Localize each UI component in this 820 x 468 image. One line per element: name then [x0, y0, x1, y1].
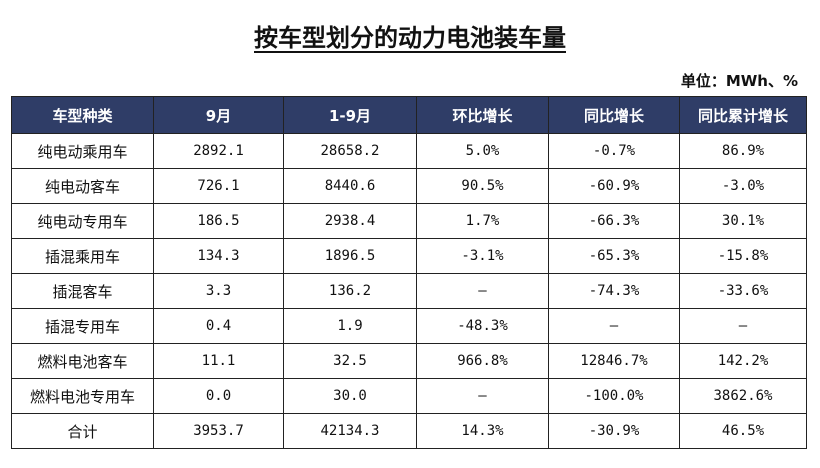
vehicle-type-cell: 纯电动乘用车 [11, 133, 154, 169]
battery-installation-table: 车型种类 9月 1-9月 环比增长 同比增长 同比累计增长 纯电动乘用车 2892… [11, 96, 807, 449]
yoy-growth-cell: -60.9% [548, 168, 680, 204]
header-yoy-growth: 同比增长 [548, 96, 680, 134]
table-row: 燃料电池专用车 0.0 30.0— -100.0% 3862.6% [11, 378, 807, 414]
jan-to-sep-cell: 30.0 [283, 378, 417, 414]
yoy-growth-cell: -74.3% [548, 273, 680, 309]
vehicle-type-cell: 插混专用车 [11, 308, 154, 344]
table-body: 纯电动乘用车 2892.1 28658.2 5.0% -0.7% 86.9% 纯电动客车 72… [11, 133, 807, 449]
september-cell: 726.1 [153, 168, 284, 204]
ytd-yoy-growth-cell: -3.0% [679, 168, 807, 204]
ytd-yoy-growth-cell: -15.8% [679, 238, 807, 274]
ytd-yoy-growth-cell: 30.1% [679, 203, 807, 239]
yoy-growth-cell: -66.3% [548, 203, 680, 239]
ytd-yoy-growth-cell: 46.5% [679, 413, 807, 449]
jan-to-sep-cell: 8440.6 [283, 168, 417, 204]
mom-growth-cell: -3.1% [416, 238, 549, 274]
yoy-growth-cell: -0.7% [548, 133, 680, 169]
header-vehicle-type: 车型种类 [11, 96, 154, 134]
table-row: 插混乘用车 134.3 1896.5 -3.1% -65.3% -15.8% [11, 238, 807, 274]
september-cell: 3.3 [153, 273, 284, 309]
vehicle-type-cell: 合计 [11, 413, 154, 449]
header-mom-growth: 环比增长 [416, 96, 549, 134]
jan-to-sep-cell: 42134.3 [283, 413, 417, 449]
jan-to-sep-cell: 1.9 [283, 308, 417, 344]
vehicle-type-cell: 插混乘用车 [11, 238, 154, 274]
september-cell: 0.0 [153, 378, 284, 414]
table-row: 纯电动乘用车 2892.1 28658.2 5.0% -0.7% 86.9% [11, 133, 807, 169]
ytd-yoy-growth-cell: — [679, 308, 807, 344]
table-row: 插混客车 3.3 136.2— -74.3% -33.6% [11, 273, 807, 309]
mom-growth-cell: — [416, 273, 549, 309]
mom-growth-cell: 5.0% [416, 133, 549, 169]
september-cell: 3953.7 [153, 413, 284, 449]
yoy-growth-cell: 12846.7% [548, 343, 680, 379]
september-cell: 2892.1 [153, 133, 284, 169]
yoy-growth-cell: -65.3% [548, 238, 680, 274]
yoy-growth-cell: — [548, 308, 680, 344]
jan-to-sep-cell: 32.5 [283, 343, 417, 379]
ytd-yoy-growth-cell: 86.9% [679, 133, 807, 169]
table-header-row: 车型种类 9月 1-9月 环比增长 同比增长 同比累计增长 [11, 96, 807, 134]
jan-to-sep-cell: 1896.5 [283, 238, 417, 274]
ytd-yoy-growth-cell: 3862.6% [679, 378, 807, 414]
table-row: 纯电动专用车 186.5 2938.4 1.7% -66.3% 30.1% [11, 203, 807, 239]
mom-growth-cell: -48.3% [416, 308, 549, 344]
vehicle-type-cell: 燃料电池客车 [11, 343, 154, 379]
september-cell: 134.3 [153, 238, 284, 274]
header-jan-to-sep: 1-9月 [283, 96, 417, 134]
table-row: 纯电动客车 726.1 8440.6 90.5% -60.9% -3.0% [11, 168, 807, 204]
vehicle-type-cell: 插混客车 [11, 273, 154, 309]
vehicle-type-cell: 燃料电池专用车 [11, 378, 154, 414]
september-cell: 11.1 [153, 343, 284, 379]
unit-label: 单位：MWh、% [680, 72, 798, 90]
jan-to-sep-cell: 28658.2 [283, 133, 417, 169]
ytd-yoy-growth-cell: 142.2% [679, 343, 807, 379]
mom-growth-cell: 14.3% [416, 413, 549, 449]
header-september: 9月 [153, 96, 284, 134]
header-ytd-yoy-growth: 同比累计增长 [679, 96, 807, 134]
mom-growth-cell: — [416, 378, 549, 414]
jan-to-sep-cell: 136.2 [283, 273, 417, 309]
mom-growth-cell: 966.8% [416, 343, 549, 379]
table-row: 燃料电池客车 11.1 32.5 966.8% 12846.7% 142.2% [11, 343, 807, 379]
yoy-growth-cell: -30.9% [548, 413, 680, 449]
vehicle-type-cell: 纯电动客车 [11, 168, 154, 204]
september-cell: 186.5 [153, 203, 284, 239]
yoy-growth-cell: -100.0% [548, 378, 680, 414]
table-row: 插混专用车 0.4 1.9 -48.3% — — [11, 308, 807, 344]
total-row: 合计 3953.7 42134.3 14.3% -30.9% 46.5% [11, 413, 807, 449]
jan-to-sep-cell: 2938.4 [283, 203, 417, 239]
vehicle-type-cell: 纯电动专用车 [11, 203, 154, 239]
page-title-text: 按车型划分的动力电池装车量 [254, 24, 566, 52]
september-cell: 0.4 [153, 308, 284, 344]
page-title: 按车型划分的动力电池装车量 [0, 18, 820, 53]
ytd-yoy-growth-cell: -33.6% [679, 273, 807, 309]
mom-growth-cell: 1.7% [416, 203, 549, 239]
mom-growth-cell: 90.5% [416, 168, 549, 204]
